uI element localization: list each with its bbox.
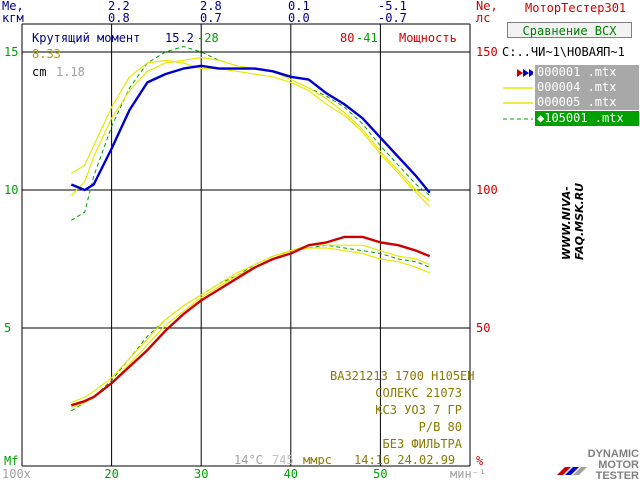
series-line-000005-torque xyxy=(70,56,431,202)
y-right-tick-label: 50 xyxy=(476,321,490,335)
power-unit-label: Ne, лс xyxy=(476,0,498,25)
info-line: БЕЗ ФИЛЬТРА xyxy=(382,437,462,451)
legend-ghost-unit: cm xyxy=(32,65,47,79)
cursor-value-bottom: -0.7 xyxy=(378,11,407,25)
conditions-unit: ммрс xyxy=(303,453,332,467)
info-line: Р/В 80 xyxy=(418,420,462,434)
y-right-tick-label: 150 xyxy=(476,45,498,59)
torque-unit-label: Ме, кгм xyxy=(2,0,24,25)
info-line: ВАЗ21213 1700 Н105ЕН xyxy=(330,369,475,383)
file-name: 000004 .mtx xyxy=(535,80,639,95)
x-tick-label: 50 xyxy=(373,467,387,480)
chart-ticks: 20 30 40 50 5 50 10 100 15 150 xyxy=(4,45,498,480)
data-path: C:..ЧИ~1\НОВАЯП~1 xyxy=(502,45,625,59)
file-row-000004[interactable]: 000004 .mtx xyxy=(499,80,640,95)
x-tick-label: 30 xyxy=(194,467,208,480)
y-right-tick-label: 100 xyxy=(476,183,498,197)
line-marker-icon xyxy=(503,87,533,89)
file-row-000005[interactable]: 000005 .mtx xyxy=(499,95,640,110)
cursor-value-bottom: 0.7 xyxy=(200,11,222,25)
test-datetime: 14:16 24.02.99 xyxy=(354,453,456,467)
chart-grid xyxy=(21,23,471,467)
series-line-105001-torque xyxy=(71,46,431,221)
power-range-a: 80 xyxy=(340,31,355,45)
cursor-value-top: 0.1 xyxy=(288,0,310,13)
y-left-tick-label: 15 xyxy=(4,45,18,59)
comparison-mode-button[interactable]: Сравнение ВСХ xyxy=(507,22,632,38)
power-legend-label: Мощность xyxy=(399,31,457,45)
conditions-temp: 14°C xyxy=(234,453,263,467)
x-tick-label: 40 xyxy=(284,467,298,480)
file-name: ◆105001 .mtx xyxy=(535,111,639,126)
svg-text:MOTOR: MOTOR xyxy=(598,459,639,471)
cursor-value-bottom: 0.0 xyxy=(288,11,310,25)
file-row-105001[interactable]: ◆105001 .mtx xyxy=(499,111,640,126)
percent-label: % xyxy=(476,454,484,468)
y-left-tick-label: 10 xyxy=(4,183,18,197)
y-left-tick-label: 5 xyxy=(4,321,11,335)
info-line: СОЛЕКС 21073 xyxy=(375,386,462,400)
cursor-value-bottom: 0.8 xyxy=(108,11,130,25)
conditions-pressure: 745 xyxy=(272,453,294,467)
file-name: 000001 .mtx xyxy=(535,65,639,80)
series-line-000004-power xyxy=(71,247,430,404)
triangle-marker-icon xyxy=(517,69,533,77)
cursor-value-top: -5.1 xyxy=(378,0,407,13)
torque-legend-label: Крутящий момент xyxy=(32,31,141,45)
svg-text:DYNAMIC: DYNAMIC xyxy=(588,448,639,460)
line-marker-icon xyxy=(503,102,533,104)
app-title: МоторТестер301 xyxy=(525,1,627,15)
legend-ghost-value: 8.33 xyxy=(32,47,61,61)
cursor-value-top: 2.8 xyxy=(200,0,222,13)
legend-ghost-value: 1.18 xyxy=(56,65,85,79)
mf-label: Mf xyxy=(4,454,19,468)
right-panel: МоторТестер301 Сравнение ВСХ C:..ЧИ~1\НО… xyxy=(499,0,640,481)
series-line-000001-torque xyxy=(70,64,431,194)
side-website-link[interactable]: WWW.NIVA-FAQ.MSK.RU xyxy=(560,182,586,260)
dashed-marker-icon xyxy=(503,118,533,120)
svg-text:TESTER: TESTER xyxy=(596,470,639,480)
cursor-value-top: 2.2 xyxy=(108,0,130,13)
torque-range-b: -28 xyxy=(197,31,219,45)
file-row-000001[interactable]: 000001 .mtx xyxy=(499,65,640,80)
file-name: 000005 .mtx xyxy=(535,95,639,110)
x-tick-label: 20 xyxy=(104,467,118,480)
chart-series xyxy=(70,46,431,412)
power-range-b: -41 xyxy=(356,31,378,45)
rpm-multiplier: 100x xyxy=(2,467,31,481)
series-line-105001-power xyxy=(71,244,430,412)
rpm-unit: мин⁻¹ xyxy=(450,467,487,481)
torque-range-a: 15.2 xyxy=(165,31,194,45)
dynamic-motor-tester-logo: DYNAMIC MOTOR TESTER xyxy=(557,448,639,480)
series-line-000004-torque xyxy=(70,59,431,208)
info-line: КСЗ УОЗ 7 ГР xyxy=(375,403,462,417)
series-line-000001-power xyxy=(70,235,431,407)
